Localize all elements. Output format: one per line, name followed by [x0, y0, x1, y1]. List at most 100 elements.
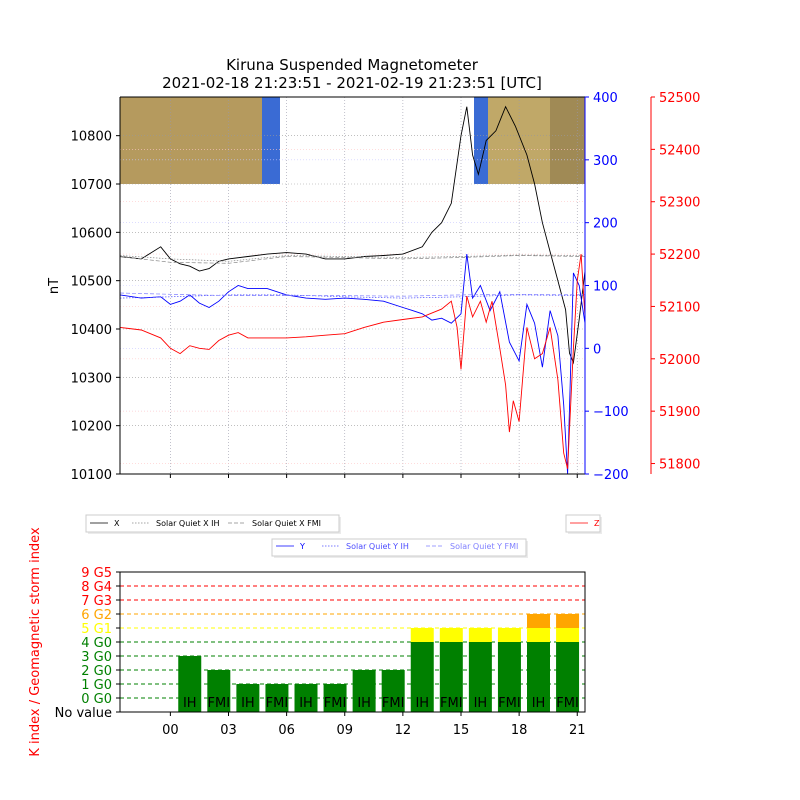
y-tick-label-red: 52400	[659, 143, 700, 158]
k-index-plot: IH FMI IH FMI IH FMI IH FMI IH FMI IH FMI IH FMI No v…	[28, 527, 586, 757]
y-axis-label: nT	[47, 278, 62, 294]
y-tick-label-left: 10700	[71, 178, 112, 193]
k-bar	[468, 642, 492, 712]
k-y-tick-label: 8 G4	[81, 580, 112, 595]
k-y-tick-label: 1 G0	[81, 678, 112, 693]
k-bar-label: FMI	[324, 696, 347, 711]
k-bar	[410, 642, 434, 712]
legend-z: Z	[565, 514, 602, 534]
k-bar-label: IH	[415, 696, 429, 711]
k-bar-label: IH	[532, 696, 546, 711]
k-bar-g2	[556, 614, 580, 628]
k-bar	[207, 670, 231, 712]
k-bar-g1	[410, 628, 434, 642]
k-x-tick-label: 21	[569, 723, 586, 738]
k-bar	[323, 684, 347, 712]
y-tick-label-red: 52300	[659, 196, 700, 211]
k-bar-label: FMI	[382, 696, 405, 711]
k-bar	[497, 642, 521, 712]
k-bar-g2	[527, 614, 550, 628]
k-bar	[352, 670, 376, 712]
y-tick-label-left: 10100	[71, 468, 112, 483]
k-y-axis-label: K index / Geomagnetic storm index	[28, 527, 43, 757]
k-y-tick-label: 7 G3	[81, 594, 112, 609]
y-tick-label-left: 10200	[71, 420, 112, 435]
y-tick-label-red: 52000	[659, 353, 700, 368]
k-bar-label: FMI	[440, 696, 463, 711]
k-x-tick-label: 06	[278, 723, 295, 738]
k-bar	[439, 642, 463, 712]
k-bar-label: IH	[474, 696, 488, 711]
legend-label: X	[114, 519, 120, 528]
k-y-tick-label: 5 G1	[81, 622, 112, 637]
y-tick-label-left: 10500	[71, 275, 112, 290]
legend-label: Solar Quiet X FMI	[252, 519, 321, 528]
y-tick-label-blue: 200	[593, 217, 618, 232]
k-y-tick-label: 3 G0	[81, 650, 112, 665]
k-y-tick-label: No value	[55, 706, 112, 721]
k-x-tick-label: 03	[220, 723, 237, 738]
y-tick-label-blue: 300	[593, 154, 618, 169]
k-bar-label: IH	[183, 696, 197, 711]
k-bar	[556, 642, 580, 712]
k-x-tick-label: 09	[336, 723, 353, 738]
k-bar-label: IH	[299, 696, 313, 711]
k-bar	[178, 656, 202, 712]
k-bar-g1	[527, 628, 550, 642]
k-bar	[236, 684, 260, 712]
series-solar-quiet-y-fmi	[119, 292, 585, 297]
k-x-tick-label: 15	[453, 723, 470, 738]
k-bar-g1	[439, 628, 463, 642]
legend-label: Z	[594, 519, 600, 528]
y-tick-label-left: 10300	[71, 371, 112, 386]
k-bar-g1	[497, 628, 521, 642]
camera-image-left	[120, 97, 270, 184]
legend-label: Solar Quiet Y FMI	[450, 542, 518, 551]
legend-label: Y	[299, 542, 305, 551]
camera-image-right-edge	[474, 97, 490, 184]
k-y-tick-label: 6 G2	[81, 608, 112, 623]
y-tick-label-red: 51900	[659, 405, 700, 420]
legend-x: X Solar Quiet X IH Solar Quiet X FMI	[85, 514, 341, 534]
camera-image-right-dark	[550, 97, 585, 184]
k-bar-label: FMI	[266, 696, 289, 711]
y-tick-label-red: 52500	[659, 91, 700, 106]
k-bar	[527, 642, 550, 712]
k-bar-label: FMI	[208, 696, 231, 711]
k-y-tick-label: 0 G0	[81, 692, 112, 707]
y-tick-label-blue: 100	[593, 280, 618, 295]
y-tick-label-blue: −200	[593, 468, 629, 483]
k-x-tick-label: 00	[162, 723, 179, 738]
series-solar-quiet-x-fmi	[119, 255, 586, 264]
y-tick-label-left: 10600	[71, 226, 112, 241]
k-bar-label: FMI	[556, 696, 579, 711]
legend-label: Solar Quiet X IH	[156, 519, 220, 528]
k-bar-label: FMI	[498, 696, 521, 711]
k-y-tick-label: 2 G0	[81, 664, 112, 679]
y-tick-label-blue: −100	[593, 405, 629, 420]
chart-title-line2: 2021-02-18 21:23:51 - 2021-02-19 21:23:5…	[162, 74, 542, 92]
legend-y: Y Solar Quiet Y IH Solar Quiet Y FMI	[271, 538, 528, 558]
legend-label: Solar Quiet Y IH	[346, 542, 409, 551]
k-bar	[294, 684, 318, 712]
k-bar-g1	[468, 628, 492, 642]
k-y-tick-label: 9 G5	[81, 566, 112, 581]
series-z	[119, 254, 586, 469]
k-x-tick-label: 18	[511, 723, 528, 738]
y-tick-label-red: 52200	[659, 248, 700, 263]
k-bar-label: IH	[357, 696, 371, 711]
k-y-tick-label: 4 G0	[81, 636, 112, 651]
k-bar	[265, 684, 289, 712]
k-x-tick-label: 12	[395, 723, 412, 738]
y-tick-label-left: 10800	[71, 130, 112, 145]
k-bar	[381, 670, 405, 712]
y-tick-label-blue: 0	[593, 342, 601, 357]
y-tick-label-red: 52100	[659, 300, 700, 315]
series-x	[119, 105, 586, 365]
magnetometer-plot: 10100 10200 10300 10400 10500 10600 10700 10800…	[47, 91, 700, 483]
y-tick-label-blue: 400	[593, 91, 618, 106]
camera-image-left-edge	[262, 97, 280, 184]
series-solar-quiet-y-ih	[119, 294, 586, 299]
series-solar-quiet-x-ih	[119, 254, 586, 262]
